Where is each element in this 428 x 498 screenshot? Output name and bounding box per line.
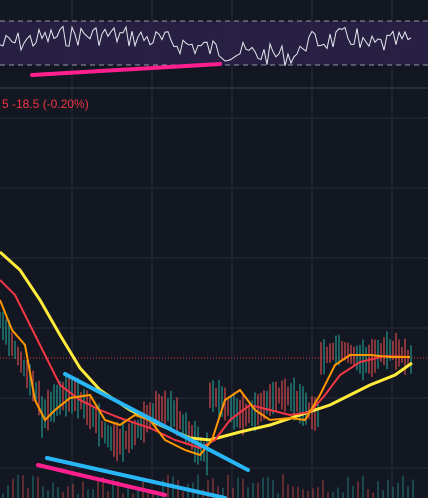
- volume-bar: [332, 492, 334, 498]
- volume-bar: [377, 481, 379, 498]
- volume-bar: [67, 486, 69, 498]
- volume-bar: [357, 481, 359, 498]
- volume-bar: [362, 475, 364, 498]
- volume-bar: [252, 482, 254, 498]
- ma-short: [0, 299, 410, 457]
- volume-bar: [397, 482, 399, 498]
- volume-bar: [112, 479, 114, 498]
- volume-bar: [52, 482, 54, 498]
- volume-bar: [152, 492, 154, 498]
- volume-bar: [367, 489, 369, 498]
- volume-bar: [277, 493, 279, 498]
- volume-bar: [327, 492, 329, 498]
- volume-bar: [22, 475, 24, 498]
- volume-bar: [77, 493, 79, 498]
- volume-bar: [32, 475, 34, 498]
- volume-bar: [317, 487, 319, 498]
- volume-bar: [227, 475, 229, 498]
- volume-bar: [392, 486, 394, 498]
- volume-bar: [347, 477, 349, 498]
- volume-bar: [267, 477, 269, 498]
- volume-bar: [197, 474, 199, 498]
- trendline-upper: [63, 372, 250, 472]
- ma-mid: [0, 279, 411, 450]
- volume-bar: [207, 480, 209, 498]
- volume-bar: [107, 491, 109, 498]
- volume-bar: [257, 482, 259, 498]
- volume-bar: [182, 491, 184, 498]
- volume-bar: [117, 480, 119, 498]
- volume-bar: [307, 491, 309, 498]
- volume-bar: [217, 486, 219, 498]
- volume-bar: [402, 475, 404, 498]
- rsi-line: [0, 25, 412, 66]
- volume-bar: [292, 486, 294, 498]
- volume-bar: [17, 474, 19, 498]
- volume-bar: [57, 487, 59, 498]
- price-divergence: [36, 463, 167, 497]
- volume-bar: [62, 492, 64, 498]
- volume-bar: [147, 488, 149, 498]
- volume-bar: [372, 492, 374, 498]
- rsi-divergence: [30, 62, 222, 77]
- volume-bar: [407, 486, 409, 498]
- volume-bar: [92, 489, 94, 498]
- volume-bar: [162, 479, 164, 498]
- volume-bar: [132, 493, 134, 498]
- volume-bar: [312, 488, 314, 498]
- volume-bar: [247, 487, 249, 498]
- price-change: 5 -18.5 (-0.20%): [2, 97, 89, 111]
- volume-bar: [287, 484, 289, 498]
- ma-long: [0, 250, 413, 442]
- volume-bar: [262, 477, 264, 498]
- volume-bar: [337, 487, 339, 498]
- volume-bar: [122, 493, 124, 498]
- volume-bar: [47, 490, 49, 498]
- volume-bar: [237, 477, 239, 498]
- volume-bar: [302, 489, 304, 498]
- volume-bar: [352, 485, 354, 498]
- volume-bar: [87, 489, 89, 498]
- volume-bar: [297, 486, 299, 498]
- volume-bar: [322, 480, 324, 498]
- volume-bar: [12, 478, 14, 498]
- rsi-band: [0, 21, 428, 65]
- candles: [0, 311, 414, 498]
- volume-bar: [157, 493, 159, 498]
- volume-bar: [387, 479, 389, 498]
- volume-bar: [82, 481, 84, 498]
- volume-bar: [342, 492, 344, 498]
- volume-bar: [232, 487, 234, 498]
- volume-bar: [7, 485, 9, 498]
- volume-bar: [282, 474, 284, 498]
- volume-bar: [127, 488, 129, 498]
- volume-bar: [382, 490, 384, 498]
- trendline-lower: [45, 456, 227, 498]
- volume-bar: [272, 480, 274, 498]
- volume-bar: [242, 478, 244, 498]
- volume-bar: [2, 493, 4, 498]
- volume-bar: [42, 486, 44, 498]
- volume-bar: [222, 487, 224, 498]
- volume-bar: [102, 477, 104, 498]
- volume-bar: [412, 479, 414, 498]
- volume-bar: [212, 478, 214, 498]
- volume-bar: [27, 487, 29, 498]
- volume-bar: [137, 489, 139, 498]
- volume-bar: [97, 481, 99, 498]
- volume-bar: [72, 483, 74, 498]
- volume-bar: [37, 476, 39, 498]
